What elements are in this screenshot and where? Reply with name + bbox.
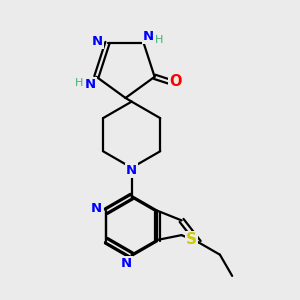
Text: N: N: [121, 257, 132, 270]
Text: N: N: [85, 78, 96, 91]
Text: N: N: [143, 30, 154, 43]
Text: O: O: [169, 74, 182, 89]
Text: N: N: [91, 202, 102, 215]
Text: H: H: [155, 35, 164, 45]
Text: N: N: [92, 35, 103, 48]
Text: N: N: [126, 164, 137, 177]
Text: H: H: [75, 78, 83, 88]
Text: S: S: [186, 232, 197, 247]
